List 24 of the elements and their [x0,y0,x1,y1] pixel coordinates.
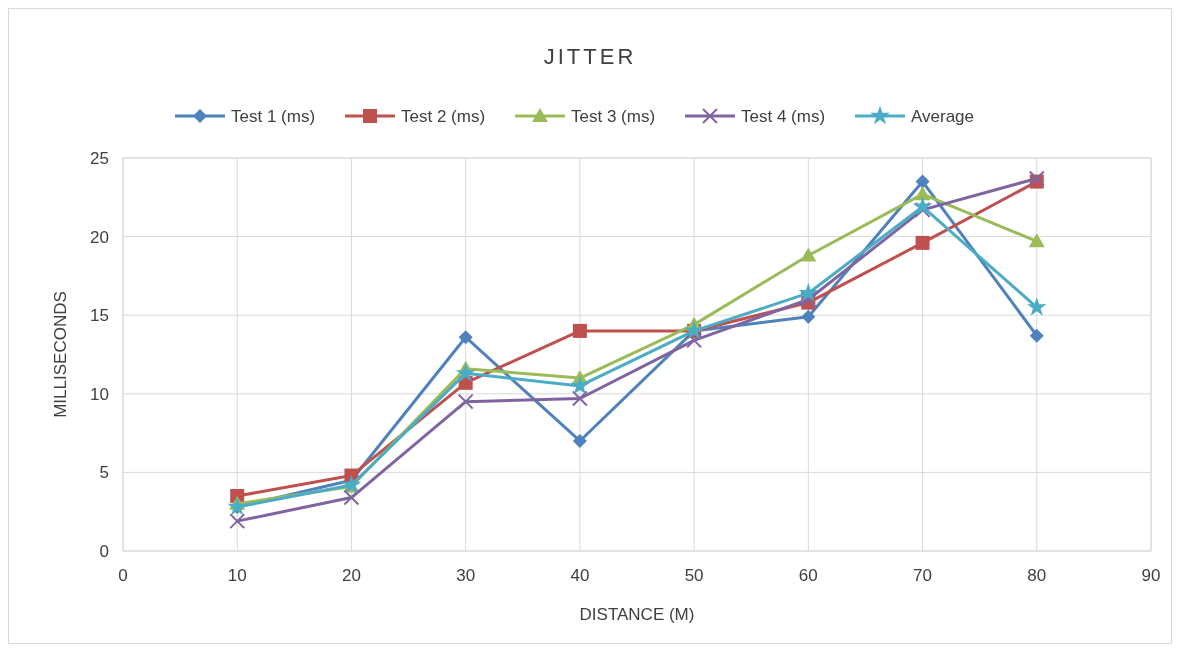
y-tick-label: 25 [90,148,109,168]
y-tick-label: 20 [90,227,109,247]
x-tick-label: 70 [913,566,933,585]
y-tick-label: 10 [90,384,109,404]
x-tick-label: 50 [684,566,704,585]
y-tick-label: 15 [90,306,109,326]
legend-label: Test 3 (ms) [571,106,656,126]
legend-label: Average [911,106,975,126]
x-tick-label: 90 [1141,566,1161,585]
y-axis-title: MILLISECONDS [51,291,70,418]
x-tick-label: 0 [118,566,128,585]
x-tick-label: 60 [798,566,818,585]
legend-label: Test 2 (ms) [401,106,486,126]
x-tick-label: 80 [1027,566,1047,585]
y-tick-label: 5 [99,463,109,483]
legend-label: Test 1 (ms) [231,106,316,126]
x-tick-label: 40 [570,566,590,585]
legend-label: Test 4 (ms) [741,106,826,126]
x-tick-label: 30 [456,566,476,585]
y-tick-label: 0 [99,541,109,561]
chart-title: JITTER [543,44,637,69]
x-axis-title: DISTANCE (M) [579,605,695,624]
x-tick-label: 10 [227,566,247,585]
x-tick-label: 20 [341,566,361,585]
